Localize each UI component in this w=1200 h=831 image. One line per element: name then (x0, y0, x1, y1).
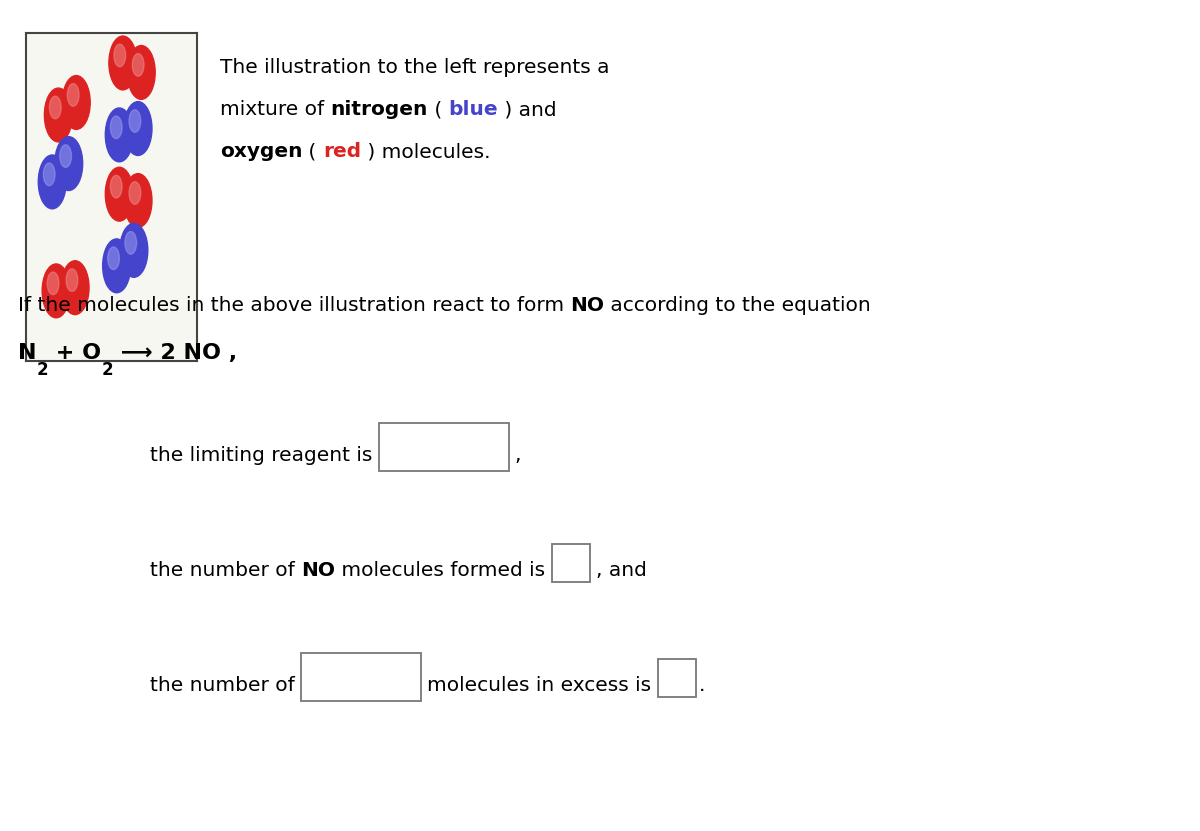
Circle shape (55, 136, 83, 190)
Bar (301, 653, 421, 701)
Circle shape (49, 96, 61, 119)
Text: nitrogen: nitrogen (330, 100, 428, 119)
Circle shape (127, 46, 155, 100)
Text: (: ( (428, 100, 449, 119)
Text: ,: , (515, 446, 521, 465)
Circle shape (109, 36, 137, 90)
Text: NO: NO (570, 296, 605, 315)
Bar (552, 544, 589, 582)
Text: ) molecules.: ) molecules. (361, 142, 491, 161)
Text: molecules in excess is: molecules in excess is (427, 676, 658, 695)
Circle shape (110, 116, 122, 139)
Circle shape (124, 101, 152, 155)
Text: , and: , and (595, 561, 647, 580)
Circle shape (130, 110, 140, 132)
Text: the limiting reagent is: the limiting reagent is (150, 446, 379, 465)
Text: oxygen: oxygen (220, 142, 302, 161)
Text: mixture of: mixture of (220, 100, 330, 119)
Text: 2: 2 (36, 361, 48, 379)
Text: N: N (18, 343, 36, 363)
Circle shape (106, 108, 133, 162)
Text: red: red (323, 142, 361, 161)
Circle shape (110, 175, 122, 198)
Circle shape (43, 163, 55, 185)
Bar (658, 659, 696, 697)
Text: according to the equation: according to the equation (605, 296, 871, 315)
Circle shape (62, 76, 90, 130)
Text: the number of: the number of (150, 676, 301, 695)
Circle shape (67, 84, 79, 106)
Text: 2: 2 (101, 361, 113, 379)
Circle shape (61, 261, 89, 315)
Bar (379, 423, 509, 471)
Text: (: ( (302, 142, 323, 161)
Text: .: . (698, 676, 706, 695)
Circle shape (132, 54, 144, 76)
Text: the number of: the number of (150, 561, 301, 580)
Text: ) and: ) and (498, 100, 557, 119)
Circle shape (42, 264, 70, 317)
Circle shape (130, 182, 140, 204)
Circle shape (47, 272, 59, 295)
Circle shape (44, 88, 72, 142)
Text: NO: NO (301, 561, 335, 580)
Text: If the molecules in the above illustration react to form: If the molecules in the above illustrati… (18, 296, 570, 315)
Circle shape (38, 155, 66, 209)
Circle shape (120, 224, 148, 278)
Text: + O: + O (48, 343, 101, 363)
Text: blue: blue (449, 100, 498, 119)
Circle shape (66, 269, 78, 292)
Circle shape (60, 145, 72, 167)
Text: molecules formed is: molecules formed is (335, 561, 552, 580)
Circle shape (108, 247, 120, 269)
Circle shape (125, 232, 137, 254)
Circle shape (124, 174, 152, 228)
Text: ⟶ 2 NO ,: ⟶ 2 NO , (113, 343, 238, 363)
Circle shape (114, 44, 126, 66)
Text: The illustration to the left represents a: The illustration to the left represents … (220, 58, 610, 77)
Circle shape (106, 167, 133, 221)
Circle shape (103, 238, 131, 293)
